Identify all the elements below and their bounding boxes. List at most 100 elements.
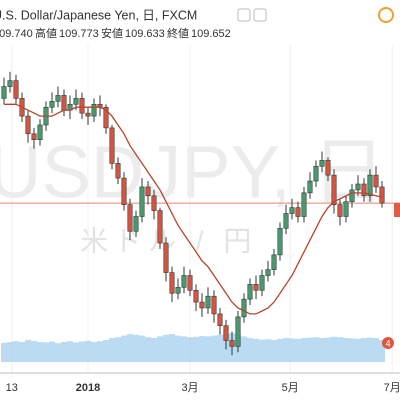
candle-body <box>223 325 229 341</box>
volume-bar <box>163 334 170 362</box>
volume-bar <box>7 342 14 362</box>
ohlc-label: 終値 <box>167 26 189 40</box>
volume-bar <box>349 338 356 362</box>
watermark-sub: 米ドル / 円 <box>80 225 257 256</box>
volume-bar <box>289 338 296 362</box>
candle-body <box>283 213 289 229</box>
candle-body <box>31 133 37 141</box>
candle-body <box>13 80 19 99</box>
candle-body <box>295 207 301 217</box>
candle-body <box>325 160 331 176</box>
volume-bar <box>133 334 140 362</box>
candle-body <box>259 275 265 291</box>
candle-body <box>277 227 283 256</box>
volume-bar <box>247 338 254 362</box>
volume-bar <box>1 342 8 362</box>
volume-bar <box>115 337 122 362</box>
candle-body <box>181 275 187 288</box>
candle-body <box>331 174 337 205</box>
volume-bar <box>79 341 86 362</box>
events-badge-circle <box>382 337 394 349</box>
volume-bar <box>259 339 266 362</box>
candle-body <box>145 186 151 197</box>
candle-body <box>127 204 133 232</box>
candle-body <box>25 115 31 135</box>
header: U.S. Dollar/Japanese Yen, 日, FXCM 始値109.… <box>0 7 394 40</box>
volume-bar <box>187 337 194 362</box>
candle-body <box>37 124 43 141</box>
symbol-title: U.S. Dollar/Japanese Yen, 日, FXCM <box>0 8 197 22</box>
ohlc-value: 109.740 <box>0 28 33 40</box>
volume-bar <box>253 338 260 362</box>
candle-body <box>343 201 349 217</box>
volume-bar <box>265 339 272 362</box>
candle-body <box>271 254 277 270</box>
candle-body <box>241 298 247 318</box>
candle-body <box>229 340 235 347</box>
volume-bar <box>139 335 146 362</box>
candle-body <box>109 127 115 164</box>
candle-body <box>337 204 343 217</box>
volume-bar <box>25 340 32 362</box>
candle-body <box>199 301 205 309</box>
candle-body <box>73 98 79 105</box>
volume-bar <box>199 336 206 362</box>
volume-bar <box>121 335 128 362</box>
alert-icon[interactable] <box>378 7 394 23</box>
volume-bar <box>277 338 284 362</box>
volume-bar <box>157 336 164 362</box>
volume-bar <box>181 336 188 362</box>
volume-bar <box>109 338 116 362</box>
candle-body <box>247 284 253 300</box>
volume-bar <box>145 337 152 362</box>
ohlc-value: 109.633 <box>125 28 165 40</box>
candle-body <box>217 313 223 327</box>
candle-body <box>319 160 325 167</box>
candle-body <box>367 174 373 197</box>
volume-bar <box>91 342 98 362</box>
volume-bar <box>67 341 74 362</box>
candle-body <box>115 163 121 179</box>
x-tick-label: 3月 <box>181 382 198 394</box>
volume-bar <box>313 337 320 362</box>
volume-bar <box>217 334 224 362</box>
volume-bar <box>361 338 368 362</box>
candle-body <box>55 95 61 102</box>
volume-bar <box>43 342 50 362</box>
candle-body <box>289 207 295 214</box>
candle-body <box>253 284 259 291</box>
volume-bar <box>307 337 314 362</box>
settings-icon[interactable] <box>253 8 267 22</box>
candle-body <box>379 186 385 204</box>
volume-bar <box>169 334 176 362</box>
volume-bar <box>151 338 158 362</box>
events-badge: 4 <box>385 338 390 348</box>
volume-bar <box>55 343 62 362</box>
x-tick-label: 5月 <box>282 382 299 394</box>
candle-body <box>265 269 271 276</box>
ohlc-value: 109.652 <box>191 28 231 40</box>
candle-body <box>349 189 355 203</box>
volume-bar <box>319 338 326 362</box>
candle-body <box>79 98 85 114</box>
volume-bar <box>73 342 80 362</box>
volume-bar <box>241 336 248 362</box>
candle-body <box>373 174 379 188</box>
candle-body <box>163 242 169 273</box>
volume-bar <box>271 340 278 362</box>
candle-body <box>1 86 7 99</box>
x-tick-label: 7月 <box>384 382 400 394</box>
candle-body <box>187 275 193 291</box>
candle-body <box>307 180 313 194</box>
plot <box>0 45 400 373</box>
candle-body <box>211 295 217 315</box>
ohlc-label: 安値 <box>101 26 123 40</box>
eye-icon[interactable] <box>237 8 251 22</box>
volume-bar <box>343 338 350 362</box>
volume-bar <box>295 338 302 362</box>
candle-body <box>193 289 199 303</box>
candle-body <box>157 210 163 244</box>
price-label <box>394 203 400 217</box>
candle-body <box>151 195 157 211</box>
candle-body <box>313 165 319 182</box>
